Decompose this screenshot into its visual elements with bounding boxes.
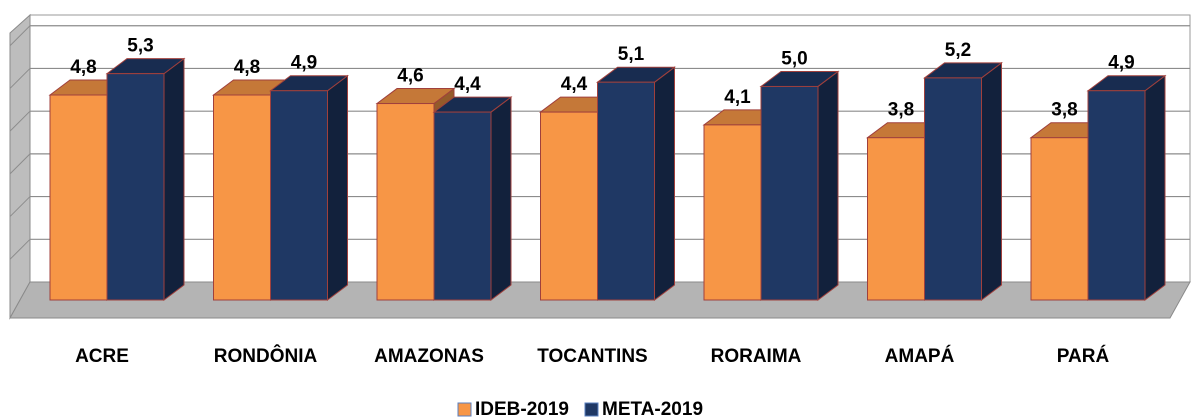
bar — [1087, 90, 1146, 301]
x-tick-label: RORAIMA — [711, 346, 802, 367]
legend-swatch — [584, 402, 599, 417]
data-label: 4,9 — [1108, 53, 1134, 74]
bar-side — [981, 61, 1002, 301]
bar — [597, 81, 655, 301]
data-label: 4,4 — [561, 74, 588, 95]
legend-label: META-2019 — [602, 399, 703, 420]
x-tick-label: PARÁ — [1057, 345, 1110, 367]
grid-line — [9, 68, 31, 89]
grid-line — [9, 238, 31, 260]
data-label: 5,0 — [781, 48, 807, 69]
bar — [49, 94, 108, 301]
grid-line — [9, 25, 31, 47]
data-label: 3,8 — [1051, 100, 1077, 121]
bar-side — [163, 57, 185, 301]
bar — [106, 73, 165, 301]
bar — [270, 90, 328, 301]
x-tick-label: RONDÔNIA — [214, 345, 318, 367]
bar-side — [327, 74, 348, 301]
bar — [433, 111, 492, 301]
bar-side — [1144, 74, 1166, 301]
data-label: 4,6 — [397, 66, 423, 87]
grid-line — [9, 196, 31, 217]
bar — [213, 94, 271, 301]
x-tick-label: ACRE — [75, 346, 129, 367]
data-label: 4,8 — [234, 57, 260, 78]
bar-side — [490, 96, 512, 301]
side-wall — [9, 13, 31, 320]
data-label: 5,3 — [127, 36, 153, 57]
data-label: 3,8 — [888, 100, 914, 121]
legend-swatch — [457, 402, 472, 417]
data-label: 5,2 — [945, 40, 971, 61]
data-label: 4,1 — [724, 87, 751, 108]
bar — [376, 103, 435, 301]
legend-label: IDEB-2019 — [475, 399, 569, 420]
data-label: 4,4 — [454, 74, 481, 95]
bar — [1030, 137, 1089, 301]
bar-side — [817, 70, 839, 301]
data-label: 4,8 — [70, 57, 96, 78]
x-tick-label: AMAPÁ — [885, 345, 955, 367]
bar — [867, 137, 925, 301]
x-tick-label: TOCANTINS — [537, 346, 647, 367]
bar — [924, 77, 982, 301]
bar — [540, 111, 598, 301]
bar-side — [654, 66, 675, 301]
data-label: 4,9 — [291, 53, 317, 74]
bar — [760, 85, 819, 301]
grid-line — [9, 110, 31, 132]
x-tick-label: AMAZONAS — [374, 346, 484, 367]
data-label: 5,1 — [618, 44, 645, 65]
grid-line — [9, 153, 31, 175]
bar — [703, 124, 762, 301]
